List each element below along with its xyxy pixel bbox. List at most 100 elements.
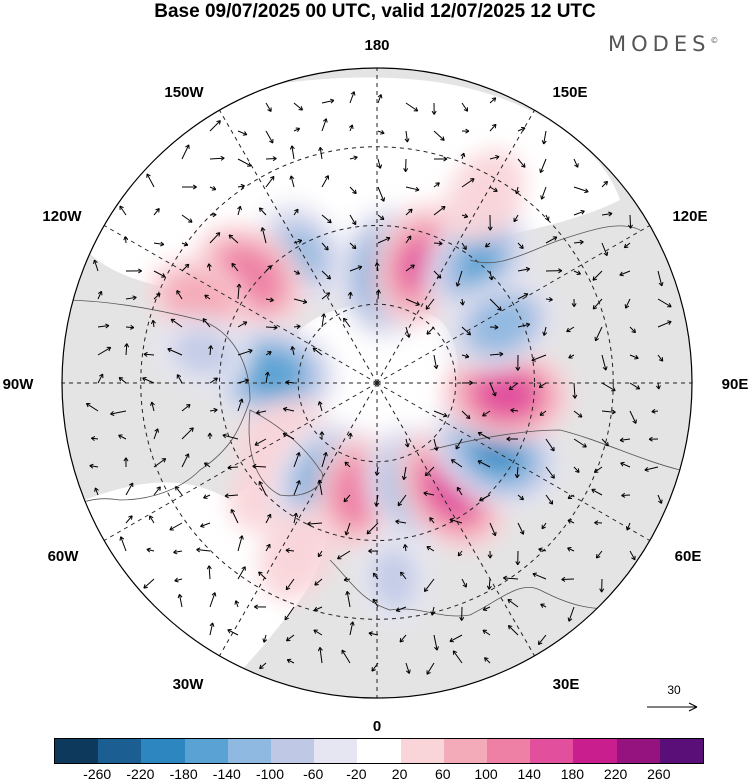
reference-vector-label: 30: [667, 683, 681, 697]
wind-vector-head: [532, 572, 537, 578]
wind-vector: [293, 480, 301, 496]
wind-vector-head: [118, 434, 123, 439]
wind-vector-head: [307, 521, 312, 527]
wind-vector-head: [252, 463, 257, 469]
wind-vector-head: [430, 611, 436, 616]
wind-vector-head: [353, 155, 358, 161]
wind-vector: [482, 606, 491, 611]
wind-vector-head: [238, 398, 244, 403]
wind-vector: [405, 264, 415, 272]
wind-vector: [479, 494, 491, 502]
wind-vector-head: [568, 354, 573, 359]
wind-vector-head: [377, 94, 383, 99]
wind-vector: [489, 124, 497, 132]
wind-vector-head: [366, 529, 372, 535]
wind-vector-head: [110, 411, 115, 416]
wind-vector: [539, 158, 547, 173]
wind-vector: [573, 186, 589, 193]
wind-vector-head: [146, 547, 151, 553]
wind-vector-head: [506, 436, 511, 442]
wind-vector: [321, 292, 330, 300]
wind-vector-head: [169, 526, 174, 531]
wind-vector: [209, 186, 217, 191]
wind-vector: [224, 494, 239, 497]
wind-vector: [291, 145, 295, 160]
wind-vector: [181, 242, 189, 246]
wind-vector: [489, 522, 496, 536]
wind-vector: [120, 536, 127, 552]
wind-vector: [517, 127, 526, 132]
longitude-labels: 180 150E 120E 90E 60E 30E 0 30W 60W 90W 120W 150W: [3, 37, 749, 735]
wind-vector: [545, 298, 553, 301]
wind-vector: [517, 242, 524, 249]
wind-vector-head: [429, 517, 434, 522]
wind-vector-head: [173, 549, 178, 555]
wind-vector-head: [667, 303, 672, 308]
wind-vector: [377, 130, 385, 134]
wind-vector-head: [326, 274, 332, 280]
wind-vector: [431, 606, 435, 616]
wind-vector-head: [161, 458, 167, 463]
wind-vector-head: [426, 670, 431, 675]
legend-tick-label: -220: [126, 766, 155, 782]
wind-vector-head: [442, 412, 448, 418]
wind-vector: [426, 662, 435, 675]
wind-vector-head: [212, 212, 217, 218]
wind-vector-head: [289, 145, 295, 150]
wind-vector-head: [317, 552, 323, 558]
wind-vector-head: [495, 154, 500, 160]
wind-vector: [321, 313, 325, 328]
wind-vector-head: [487, 226, 493, 231]
wind-vector-head: [283, 406, 288, 412]
wind-vector: [321, 175, 329, 188]
wind-vector-head: [658, 357, 664, 362]
wind-vector: [540, 603, 547, 608]
wind-vector: [461, 153, 465, 160]
wind-vector-head: [520, 126, 526, 132]
wind-vector-head: [267, 351, 272, 356]
wind-vector-head: [294, 208, 299, 214]
wind-vector-head: [456, 486, 462, 492]
wind-vector: [181, 144, 190, 160]
wind-vector: [433, 242, 443, 245]
wind-vector-head: [541, 140, 547, 145]
longitude-label-150w: 150W: [164, 84, 204, 101]
wind-vector: [449, 634, 463, 642]
wind-vector-head: [574, 163, 579, 168]
wind-vector-head: [200, 523, 205, 528]
wind-vector-head: [584, 188, 589, 194]
wind-vector-head: [374, 471, 380, 476]
wind-vector: [601, 181, 608, 188]
wind-vector-head: [540, 195, 545, 200]
wind-vector: [293, 127, 300, 132]
wind-vector: [433, 182, 440, 188]
wind-vector: [209, 232, 221, 244]
wind-vector: [118, 434, 127, 440]
wind-vector-head: [635, 385, 641, 390]
wind-vector-head: [433, 446, 439, 451]
wind-vector-head: [401, 475, 407, 481]
wind-vector-head: [631, 555, 636, 561]
wind-vector-head: [161, 273, 166, 278]
wind-vector-head: [525, 322, 531, 328]
legend-swatch: [357, 739, 401, 763]
wind-vector-head: [222, 433, 227, 439]
wind-vector-head: [507, 625, 513, 630]
wind-vector-head: [658, 281, 664, 287]
wind-vector: [349, 124, 353, 132]
wind-vector-head: [623, 243, 629, 249]
legend-tick-label: -100: [255, 766, 285, 782]
wind-vector-head: [254, 604, 259, 610]
wind-vector-head: [497, 306, 502, 311]
wind-vector-head: [240, 183, 245, 189]
wind-vector: [176, 374, 183, 384]
wind-vector-head: [541, 524, 546, 530]
wind-vector: [349, 186, 357, 194]
wind-vector-head: [611, 386, 616, 392]
wind-vector-head: [632, 419, 637, 424]
wind-vector-head: [449, 517, 454, 523]
wind-vector-head: [344, 531, 350, 536]
wind-vector: [594, 326, 603, 342]
wind-vector: [405, 298, 420, 306]
wind-vector: [429, 517, 435, 524]
